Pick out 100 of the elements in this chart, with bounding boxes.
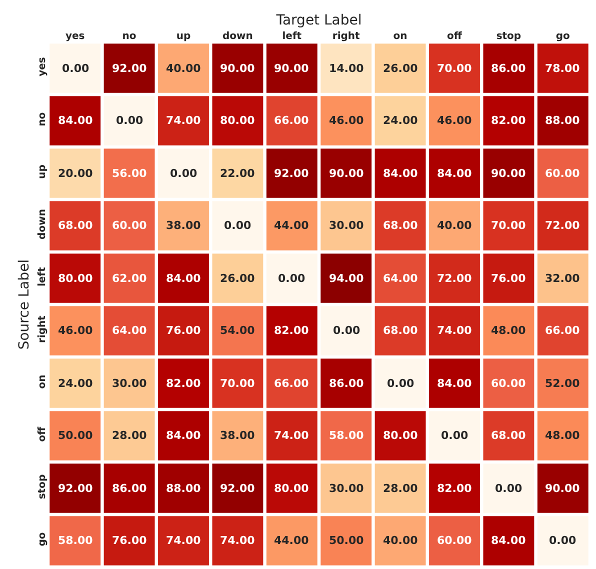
- data-label: 88.00: [166, 482, 202, 495]
- data-label: 80.00: [58, 272, 94, 285]
- data-label: 14.00: [329, 62, 364, 75]
- data-label: 76.00: [491, 272, 526, 285]
- y-tick-label: stop: [37, 474, 48, 500]
- data-label: 82.00: [491, 114, 526, 127]
- data-label: 48.00: [491, 324, 526, 337]
- data-label: 74.00: [166, 534, 202, 547]
- data-label: 84.00: [166, 429, 202, 442]
- data-label: 90.00: [329, 167, 364, 180]
- data-label: 46.00: [329, 114, 364, 127]
- data-label: 84.00: [166, 272, 202, 285]
- data-label: 44.00: [274, 534, 310, 547]
- data-label: 40.00: [437, 219, 472, 232]
- data-label: 0.00: [278, 272, 306, 285]
- data-label: 24.00: [58, 377, 94, 390]
- data-label: 72.00: [437, 272, 472, 285]
- x-tick-label: on: [393, 31, 408, 42]
- data-label: 56.00: [112, 167, 148, 180]
- data-label: 28.00: [383, 482, 418, 495]
- x-tick-label: left: [282, 31, 302, 42]
- data-label: 50.00: [58, 429, 94, 442]
- x-tick-label: down: [222, 31, 253, 42]
- data-label: 20.00: [58, 167, 94, 180]
- data-label: 76.00: [112, 534, 148, 547]
- data-label: 26.00: [220, 272, 256, 285]
- data-label: 44.00: [274, 219, 310, 232]
- data-label: 70.00: [220, 377, 256, 390]
- y-axis-title: Source Label: [16, 259, 33, 350]
- data-label: 64.00: [383, 272, 418, 285]
- data-label: 82.00: [274, 324, 310, 337]
- x-axis-title: Target Label: [275, 12, 362, 29]
- data-label: 60.00: [491, 377, 526, 390]
- data-label: 46.00: [58, 324, 94, 337]
- x-tick-label: off: [447, 31, 463, 42]
- data-label: 0.00: [333, 324, 360, 337]
- data-label: 94.00: [329, 272, 364, 285]
- data-label: 74.00: [274, 429, 310, 442]
- y-tick-label: down: [37, 209, 48, 240]
- data-label: 0.00: [170, 167, 198, 180]
- data-label: 86.00: [112, 482, 148, 495]
- data-label: 68.00: [491, 429, 526, 442]
- data-label: 68.00: [383, 324, 418, 337]
- data-label: 76.00: [166, 324, 202, 337]
- data-label: 60.00: [437, 534, 472, 547]
- data-label: 0.00: [495, 482, 522, 495]
- data-label: 86.00: [329, 377, 364, 390]
- data-label: 90.00: [274, 62, 310, 75]
- data-label: 66.00: [274, 377, 310, 390]
- data-label: 30.00: [329, 482, 364, 495]
- data-label: 92.00: [58, 482, 94, 495]
- data-label: 30.00: [329, 219, 364, 232]
- data-label: 32.00: [545, 272, 580, 285]
- data-label: 66.00: [545, 324, 580, 337]
- data-label: 30.00: [112, 377, 148, 390]
- data-label: 80.00: [274, 482, 310, 495]
- data-label: 74.00: [220, 534, 256, 547]
- x-tick-label: yes: [65, 31, 85, 42]
- data-label: 0.00: [224, 219, 252, 232]
- y-tick-label: on: [37, 374, 48, 389]
- data-label: 0.00: [116, 114, 144, 127]
- data-label: 0.00: [387, 377, 414, 390]
- x-tick-label: right: [332, 31, 360, 42]
- data-label: 38.00: [166, 219, 202, 232]
- data-label: 62.00: [112, 272, 148, 285]
- data-label: 0.00: [441, 429, 468, 442]
- data-label: 40.00: [383, 534, 418, 547]
- y-tick-label: off: [37, 426, 48, 442]
- data-label: 22.00: [220, 167, 256, 180]
- x-tick-label: up: [176, 31, 191, 42]
- data-label: 48.00: [545, 429, 580, 442]
- data-label: 80.00: [383, 429, 418, 442]
- data-label: 28.00: [112, 429, 148, 442]
- data-label: 90.00: [220, 62, 256, 75]
- y-tick-label: left: [37, 266, 48, 286]
- data-label: 84.00: [437, 167, 472, 180]
- y-tick-label: up: [37, 164, 48, 179]
- data-label: 72.00: [545, 219, 580, 232]
- data-label: 90.00: [491, 167, 526, 180]
- data-label: 84.00: [383, 167, 418, 180]
- data-label: 86.00: [491, 62, 526, 75]
- data-label: 54.00: [220, 324, 256, 337]
- data-label: 68.00: [58, 219, 94, 232]
- data-label: 78.00: [545, 62, 580, 75]
- data-label: 64.00: [112, 324, 148, 337]
- data-label: 80.00: [220, 114, 256, 127]
- data-label: 74.00: [166, 114, 202, 127]
- data-label: 52.00: [545, 377, 580, 390]
- data-label: 0.00: [62, 62, 90, 75]
- data-label: 46.00: [437, 114, 472, 127]
- x-tick-label: no: [122, 31, 136, 42]
- data-label: 0.00: [549, 534, 576, 547]
- data-label: 58.00: [329, 429, 364, 442]
- x-tick-label: go: [556, 31, 570, 42]
- data-label: 40.00: [166, 62, 202, 75]
- data-label: 92.00: [220, 482, 256, 495]
- data-label: 68.00: [383, 219, 418, 232]
- y-tick-label: go: [37, 532, 48, 546]
- data-label: 60.00: [545, 167, 580, 180]
- data-label: 92.00: [112, 62, 148, 75]
